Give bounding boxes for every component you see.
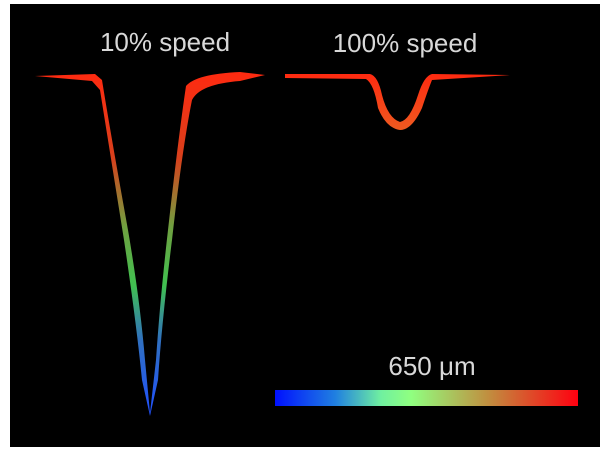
label-slow: 10% speed [100,27,230,57]
color-bar [275,390,578,406]
scale-label: 650 μm [388,351,475,381]
background [10,4,600,447]
figure: 10% speed 100% speed 650 μm [0,0,602,449]
page: 10% speed 100% speed 650 μm (() => { con… [0,0,602,449]
label-fast: 100% speed [333,28,478,58]
